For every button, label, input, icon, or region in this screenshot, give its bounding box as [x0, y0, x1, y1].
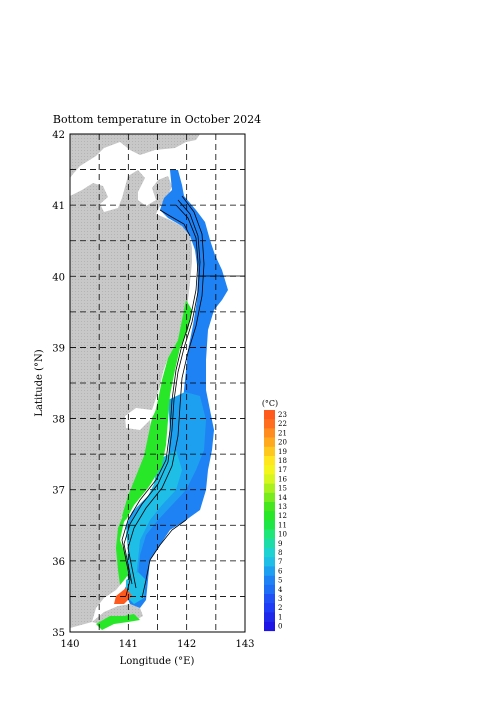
- colorbar-swatch: [264, 419, 275, 429]
- x-tick-labels: 140 141 142 143: [60, 639, 254, 650]
- colorbar-swatch: [264, 428, 275, 438]
- colorbar-swatch: [264, 529, 275, 540]
- band-green-sendai: [122, 402, 168, 520]
- colorbar-swatch: [264, 492, 275, 503]
- colorbar-label: 19: [278, 448, 287, 456]
- colorbar-label: 3: [278, 595, 282, 603]
- colorbar-label: 5: [278, 577, 282, 585]
- colorbar-swatch: [264, 557, 275, 567]
- colorbar-swatch: [264, 465, 275, 475]
- colorbar-swatch: [264, 410, 275, 420]
- isotherm-lines: [121, 195, 205, 599]
- colorbar-swatch: [264, 502, 275, 512]
- band-warm-boso: [114, 588, 132, 604]
- colorbar-swatch: [264, 538, 275, 549]
- colorbar-swatch: [264, 446, 275, 457]
- y-tick-label: 40: [52, 272, 65, 283]
- colorbar-swatch: [264, 621, 275, 632]
- land-honshu-main: [70, 170, 192, 628]
- colorbar-swatch: [264, 437, 275, 448]
- colorbar-label: 9: [278, 540, 282, 548]
- colorbar-label: 4: [278, 586, 283, 594]
- x-tick-label: 143: [235, 639, 254, 650]
- y-tick-label: 41: [52, 201, 65, 212]
- colorbar-label: 0: [278, 623, 282, 631]
- colorbar-label: 8: [278, 549, 282, 557]
- colorbar-swatch: [264, 483, 275, 494]
- colorbar-label: 6: [278, 567, 283, 575]
- colorbar-swatch: [264, 511, 275, 521]
- y-axis-label: Latitude (°N): [34, 349, 45, 416]
- colorbar-label: 23: [278, 411, 287, 419]
- y-tick-label: 36: [52, 557, 65, 568]
- graticule: [70, 134, 245, 632]
- land-honshu: [70, 134, 245, 178]
- colorbar-label: 21: [278, 429, 287, 437]
- y-tick-label: 39: [52, 343, 65, 354]
- y-tick-label: 35: [52, 628, 65, 639]
- x-axis-label: Longitude (°E): [120, 656, 195, 667]
- colorbar-swatch: [264, 575, 275, 586]
- colorbar-label: 7: [278, 558, 282, 566]
- y-tick-label: 37: [52, 486, 65, 497]
- band-cyan: [126, 450, 182, 586]
- colorbar-swatch: [264, 603, 275, 613]
- y-tick-label: 38: [52, 415, 65, 426]
- colorbar-swatch: [264, 612, 275, 622]
- colorbar-label: 2: [278, 604, 282, 612]
- y-tick-labels: 35 36 37 38 39 40 41 42: [52, 130, 65, 639]
- colorbar-swatch: [264, 566, 275, 576]
- band-green-south: [96, 614, 140, 630]
- colorbar-label: 15: [278, 485, 287, 493]
- x-tick-label: 140: [60, 639, 79, 650]
- colorbar-label: 12: [278, 512, 287, 520]
- colorbar-swatch: [264, 584, 275, 595]
- colorbar-label: 1: [278, 613, 282, 621]
- colorbar-label: 11: [278, 521, 287, 529]
- colorbar-label: 10: [278, 531, 287, 539]
- colorbar-swatch: [264, 474, 275, 484]
- colorbar-label: 22: [278, 420, 287, 428]
- map-title: Bottom temperature in October 2024: [53, 113, 261, 126]
- plot-frame: [69, 133, 246, 633]
- colorbar-label: 14: [278, 494, 287, 502]
- y-tick-label: 42: [52, 130, 65, 141]
- colorbar-label: 17: [278, 466, 287, 474]
- colorbar-swatch: [264, 594, 275, 604]
- colorbar-swatch: [264, 520, 275, 530]
- colorbar-label: 16: [278, 475, 287, 483]
- x-tick-label: 142: [177, 639, 196, 650]
- colorbar-label: 20: [278, 439, 287, 447]
- colorbar-label: 18: [278, 457, 287, 465]
- colorbar-swatch: [264, 456, 275, 466]
- colorbar-label: 13: [278, 503, 287, 511]
- colorbar-unit: (°C): [262, 399, 278, 408]
- colorbar-swatch: [264, 548, 275, 558]
- x-tick-label: 141: [119, 639, 138, 650]
